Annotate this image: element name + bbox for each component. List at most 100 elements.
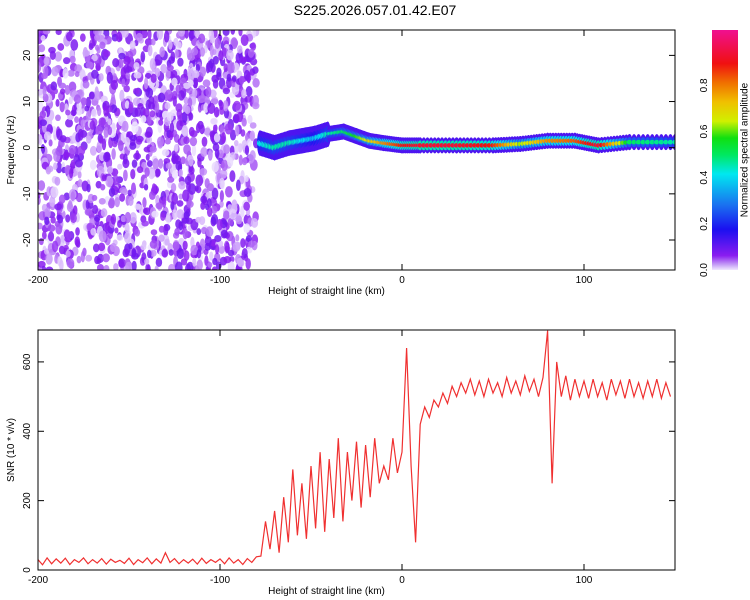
spectrogram-cell bbox=[172, 209, 178, 220]
spectrogram-cell bbox=[44, 216, 50, 226]
spectrogram-cell bbox=[91, 54, 98, 62]
spectrogram-cell bbox=[176, 200, 184, 207]
spectrogram-cell bbox=[230, 30, 236, 35]
spectrogram-cell bbox=[133, 62, 140, 70]
spectrogram-cell bbox=[45, 253, 53, 265]
spectrogram-cell bbox=[243, 201, 251, 211]
spectrogram-cell bbox=[220, 229, 228, 239]
colorbar-tick-label: 0.2 bbox=[699, 216, 710, 230]
spectrogram-cell bbox=[55, 99, 60, 107]
spectrogram-cell bbox=[155, 202, 164, 210]
spectrogram-cell bbox=[210, 205, 218, 215]
spectrogram-cell bbox=[165, 212, 171, 222]
spectrogram-cell bbox=[125, 66, 133, 73]
spectrogram-cell bbox=[209, 44, 214, 57]
spectrogram-cell bbox=[73, 94, 81, 104]
spectrogram-cell bbox=[111, 148, 116, 160]
spectrogram-cell bbox=[51, 66, 59, 77]
spectrogram-cell bbox=[110, 213, 117, 225]
spectrogram-cell bbox=[68, 144, 77, 155]
spectrogram-cell bbox=[235, 234, 240, 242]
spectrogram-cell bbox=[117, 58, 124, 69]
spectrogram-cell bbox=[168, 263, 176, 270]
spectrogram-cell bbox=[86, 135, 92, 144]
spectrogram-cell bbox=[186, 200, 194, 208]
spectrogram-cell bbox=[175, 103, 183, 112]
spectrogram-cell bbox=[176, 120, 183, 131]
spectrogram-cell bbox=[181, 124, 189, 137]
spectrogram-cell bbox=[98, 73, 104, 82]
spectrogram-cell bbox=[194, 30, 201, 38]
spectrogram-cell bbox=[94, 86, 99, 98]
spectrogram-cell bbox=[112, 58, 120, 68]
spectrogram-cell bbox=[85, 254, 93, 262]
spectrogram-cell bbox=[156, 136, 165, 147]
spectrogram-cell bbox=[201, 136, 208, 147]
spectrogram-cell bbox=[98, 230, 107, 243]
spectrogram-cell bbox=[108, 197, 115, 207]
spectrogram-cell bbox=[80, 119, 86, 128]
spectrogram-cell bbox=[85, 61, 94, 69]
y-tick-label: 200 bbox=[22, 492, 33, 509]
spectrogram-cell bbox=[245, 235, 253, 243]
spectrogram-cell bbox=[43, 56, 50, 66]
spectrogram-cell bbox=[221, 132, 227, 144]
spectrogram-cell bbox=[240, 34, 249, 47]
spectrogram-cell bbox=[45, 166, 52, 175]
spectrogram-cell bbox=[113, 263, 119, 270]
spectrogram-cell bbox=[155, 257, 163, 267]
spectrogram-cell bbox=[210, 118, 218, 125]
spectrogram-cell bbox=[75, 238, 80, 248]
spectrogram-cell bbox=[41, 265, 47, 270]
spectrogram-cell bbox=[122, 248, 129, 258]
spectrogram-cell bbox=[248, 240, 255, 248]
spectrogram-cell bbox=[38, 61, 42, 73]
spectrogram-cell bbox=[158, 119, 164, 126]
spectrogram-cell bbox=[49, 196, 56, 208]
spectrogram-cell bbox=[170, 69, 178, 79]
spectrogram-cell bbox=[235, 241, 241, 250]
spectrogram-cell bbox=[235, 215, 243, 225]
spectrogram-cell bbox=[93, 30, 98, 36]
spectrogram-cell bbox=[165, 162, 172, 170]
spectrogram-cell bbox=[90, 227, 97, 236]
spectrogram-cell bbox=[236, 111, 244, 123]
spectrogram-cell bbox=[124, 223, 130, 234]
spectrogram-cell bbox=[68, 81, 77, 92]
spectrogram-cell bbox=[174, 49, 179, 59]
spectrogram-cell bbox=[240, 205, 245, 218]
spectrogram-cell bbox=[59, 235, 66, 246]
spectrogram-cell bbox=[142, 197, 147, 209]
spectrogram-cell bbox=[75, 227, 80, 236]
spectrogram-cell bbox=[128, 242, 133, 250]
colorbar-axis: 0.0 0.2 0.4 0.6 0.8 bbox=[699, 78, 710, 277]
spectrogram-cell bbox=[213, 133, 221, 143]
spectrogram-cell bbox=[43, 131, 52, 141]
y-tick-label: -20 bbox=[22, 232, 33, 247]
spectrogram-cell bbox=[44, 207, 51, 219]
spectrogram-cell bbox=[129, 134, 138, 142]
spectrogram-cell bbox=[240, 238, 246, 248]
spectrogram-cell bbox=[223, 63, 228, 73]
spectrogram-cell bbox=[42, 86, 47, 97]
spectrogram-cell bbox=[197, 95, 206, 104]
spectrogram-cell bbox=[148, 168, 156, 180]
spectrogram-cell bbox=[191, 144, 197, 157]
spectrogram-cell bbox=[165, 89, 173, 100]
spectrogram-cell bbox=[165, 68, 171, 79]
spectrogram-cell bbox=[110, 79, 119, 90]
spectrogram-cell bbox=[223, 210, 230, 220]
spectrogram-cell bbox=[55, 146, 63, 157]
spectrogram-cell bbox=[224, 123, 233, 135]
spectrogram-cell bbox=[198, 33, 206, 44]
spectrogram-cell bbox=[171, 77, 178, 86]
spectrogram-cell bbox=[206, 183, 214, 192]
spectrogram-cell bbox=[157, 92, 166, 103]
spectrogram-cell bbox=[114, 227, 119, 234]
spectrogram-cell bbox=[159, 46, 165, 58]
spectrogram-cell bbox=[117, 219, 123, 228]
spectrogram-cell bbox=[77, 128, 84, 141]
spectrogram-cell bbox=[66, 31, 73, 42]
spectrogram-cell bbox=[202, 79, 211, 88]
